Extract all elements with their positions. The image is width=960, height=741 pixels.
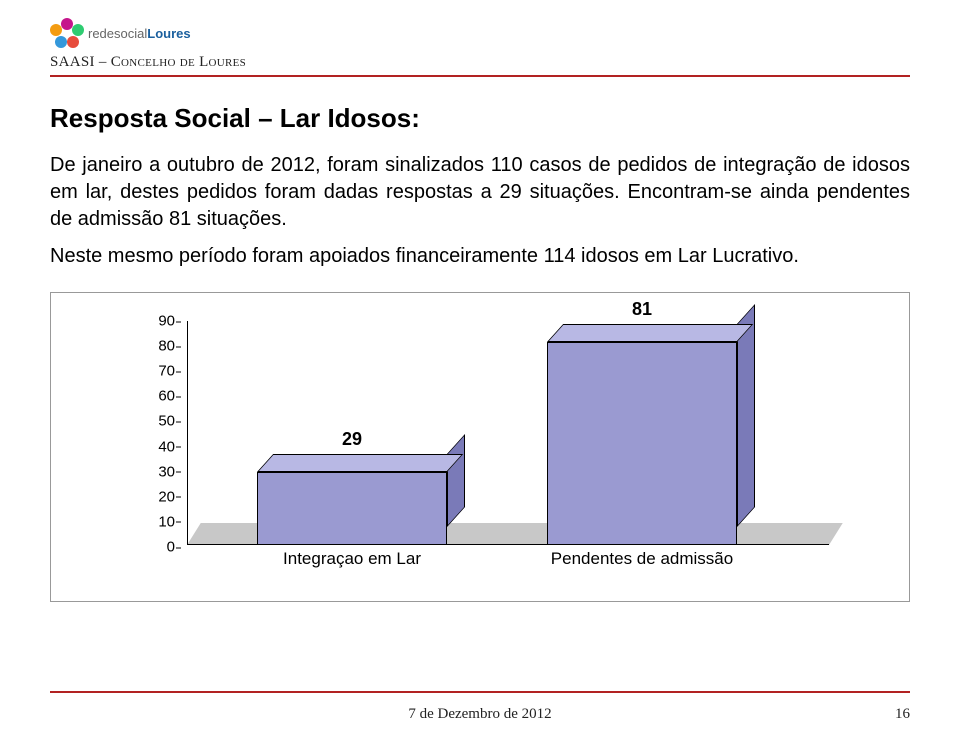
y-axis: 0102030405060708090 — [151, 321, 181, 545]
bar-0: 29 — [257, 472, 447, 545]
bar-value-0: 29 — [342, 429, 362, 450]
y-tick-90: 90 — [158, 313, 175, 330]
y-tick-60: 60 — [158, 388, 175, 405]
x-label-1: Pendentes de admissão — [527, 549, 757, 569]
chart: 0102030405060708090 2981 Integraçao em L… — [91, 321, 869, 579]
paragraph-2: Neste mesmo período foram apoiados finan… — [50, 243, 910, 270]
subheader: SAASI – Concelho de Loures — [50, 54, 910, 71]
chart-container: 0 10 20 30 40 50 60 70 80 90 29 81 Integraçao em L… — [50, 292, 910, 602]
footer-page-number: 16 — [880, 706, 910, 723]
x-axis-labels: Integraçao em Lar Pendentes de admissão — [187, 549, 829, 575]
logo-text-rede: rede — [88, 26, 114, 41]
logo-text: redesocialLoures — [88, 26, 191, 41]
plot-area: 29 81 — [187, 321, 829, 545]
y-tick-20: 20 — [158, 488, 175, 505]
document-page: redesocialLoures SAASI – Concelho de Lou… — [0, 0, 960, 741]
y-tick-10: 10 — [158, 513, 175, 530]
y-tick-70: 70 — [158, 363, 175, 380]
x-label-0: Integraçao em Lar — [237, 549, 467, 569]
header: redesocialLoures — [50, 18, 910, 48]
logo-icon — [50, 18, 84, 48]
y-tick-0: 0 — [167, 539, 175, 556]
logo: redesocialLoures — [50, 18, 191, 48]
logo-text-loures: Loures — [147, 26, 190, 41]
y-tick-40: 40 — [158, 438, 175, 455]
y-tick-30: 30 — [158, 463, 175, 480]
footer: 7 de Dezembro de 2012 16 — [50, 706, 910, 723]
paragraph-1: De janeiro a outubro de 2012, foram sina… — [50, 152, 910, 233]
bar-1: 81 — [547, 342, 737, 545]
y-tick-50: 50 — [158, 413, 175, 430]
footer-divider — [50, 691, 910, 693]
page-title: Resposta Social – Lar Idosos: — [50, 103, 910, 134]
logo-text-social: social — [114, 26, 147, 41]
bar-value-1: 81 — [632, 299, 652, 320]
header-divider — [50, 75, 910, 77]
footer-date: 7 de Dezembro de 2012 — [80, 706, 880, 723]
y-tick-80: 80 — [158, 338, 175, 355]
axis-vertical — [187, 321, 188, 545]
